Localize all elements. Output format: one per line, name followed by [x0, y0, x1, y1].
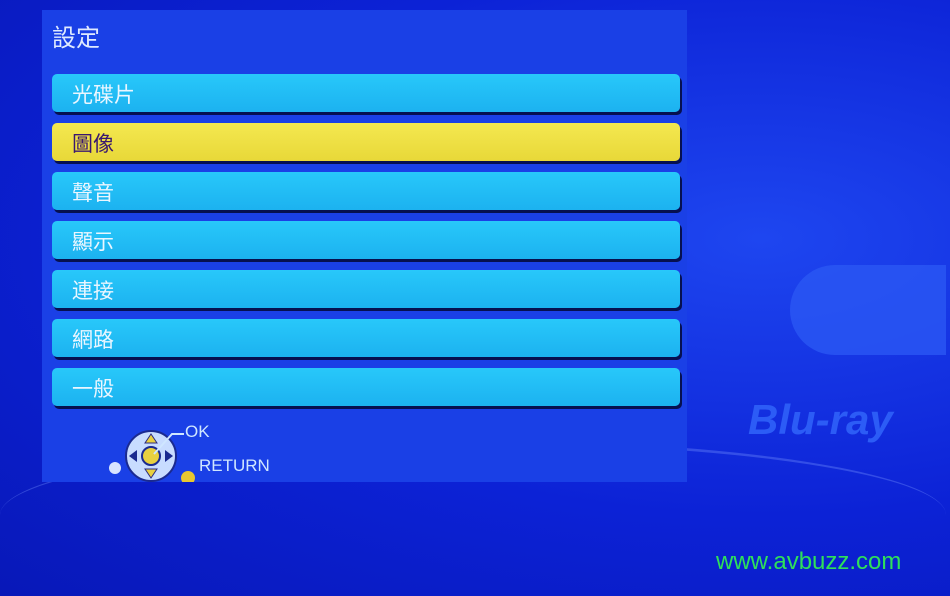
menu-item[interactable]: 連接 — [52, 270, 680, 308]
watermark: www.avbuzz.com — [716, 548, 902, 575]
page-title: 設定 — [52, 24, 100, 52]
menu-item[interactable]: 聲音 — [52, 172, 680, 210]
menu-item-label: 聲音 — [72, 181, 114, 205]
bluray-logo-text: Blu-ray — [748, 396, 893, 443]
remote-dpad-icon — [109, 430, 195, 482]
menu-item[interactable]: 網路 — [52, 319, 680, 357]
menu-item-label: 一般 — [72, 377, 114, 401]
bluray-logo-mark — [790, 265, 946, 355]
settings-panel: 設定 光碟片圖像聲音顯示連接網路一般 OK RETURN — [42, 10, 687, 482]
menu-item-label: 連接 — [72, 279, 114, 303]
menu-item-label: 網路 — [72, 328, 114, 352]
menu-item[interactable]: 一般 — [52, 368, 680, 406]
return-hint: RETURN — [199, 456, 270, 475]
menu-item[interactable]: 圖像 — [52, 123, 680, 161]
menu-item[interactable]: 顯示 — [52, 221, 680, 259]
ok-hint: OK — [185, 422, 210, 441]
menu-item[interactable]: 光碟片 — [52, 74, 680, 112]
menu-item-label: 圖像 — [72, 132, 114, 156]
menu-item-label: 顯示 — [72, 230, 114, 254]
menu-item-label: 光碟片 — [72, 83, 135, 107]
